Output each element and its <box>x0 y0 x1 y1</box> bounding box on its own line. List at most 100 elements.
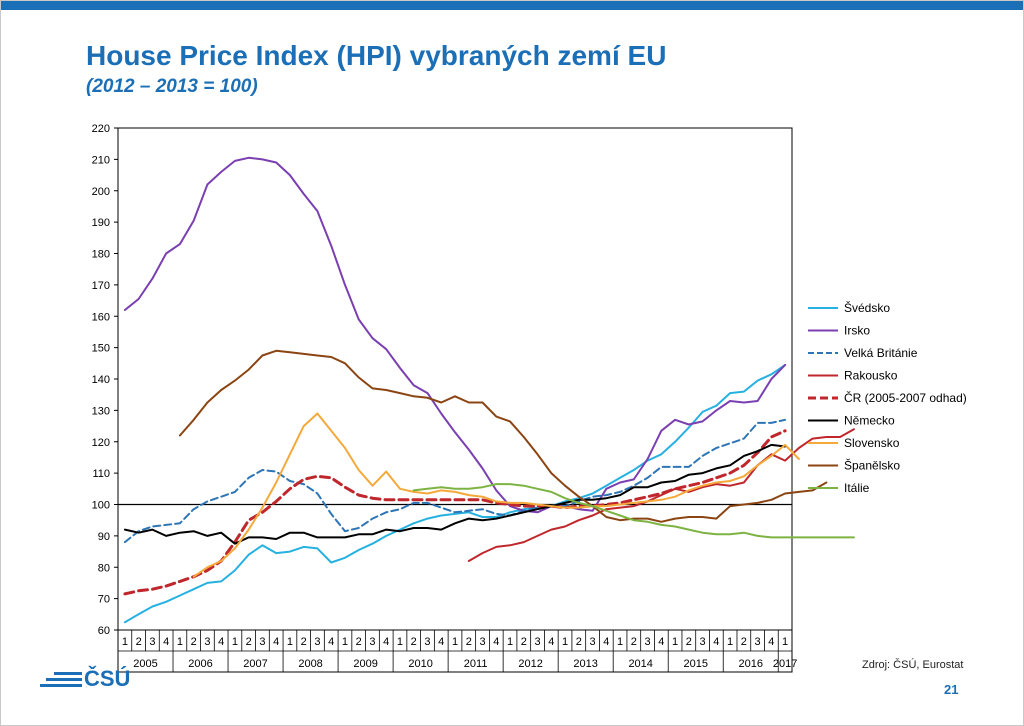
y-tick-label: 110 <box>92 468 110 480</box>
x-quarter-label: 4 <box>273 636 279 648</box>
y-tick-label: 130 <box>92 405 110 417</box>
slide-subtitle: (2012 – 2013 = 100) <box>86 76 258 97</box>
x-quarter-label: 3 <box>700 636 706 648</box>
x-quarter-label: 2 <box>631 636 637 648</box>
page-number: 21 <box>944 682 959 697</box>
x-quarter-label: 3 <box>424 636 430 648</box>
x-quarter-label: 3 <box>369 636 375 648</box>
y-tick-label: 90 <box>98 531 110 543</box>
y-tick-label: 70 <box>98 594 110 606</box>
x-quarter-label: 3 <box>645 636 651 648</box>
x-year-label: 2009 <box>353 658 377 670</box>
x-quarter-label: 1 <box>672 636 678 648</box>
x-year-label: 2010 <box>408 658 432 670</box>
series-line <box>123 363 787 624</box>
legend-label: Itálie <box>844 481 870 495</box>
legend-label: ČR (2005-2007 odhad) <box>844 390 967 405</box>
x-quarter-label: 4 <box>218 636 224 648</box>
top-accent-bar <box>0 0 1024 10</box>
logo-text: ČSÚ <box>84 666 131 691</box>
x-quarter-label: 1 <box>342 636 348 648</box>
x-year-label: 2005 <box>133 658 157 670</box>
x-quarter-label: 2 <box>246 636 252 648</box>
legend-label: Slovensko <box>844 436 900 450</box>
x-quarter-label: 2 <box>411 636 417 648</box>
series-line <box>412 483 855 539</box>
x-quarter-label: 2 <box>576 636 582 648</box>
x-quarter-label: 1 <box>232 636 238 648</box>
x-quarter-label: 3 <box>204 636 210 648</box>
y-tick-label: 220 <box>92 123 110 135</box>
y-tick-label: 200 <box>92 186 110 198</box>
x-quarter-label: 3 <box>259 636 265 648</box>
csu-logo: ČSÚ <box>40 666 140 696</box>
x-quarter-label: 3 <box>589 636 595 648</box>
x-quarter-label: 4 <box>548 636 554 648</box>
x-year-label: 2015 <box>683 658 707 670</box>
x-quarter-label: 1 <box>122 636 128 648</box>
x-quarter-label: 4 <box>603 636 609 648</box>
series-line <box>123 156 787 514</box>
x-quarter-label: 4 <box>493 636 499 648</box>
x-quarter-label: 2 <box>191 636 197 648</box>
x-quarter-label: 4 <box>658 636 664 648</box>
x-quarter-label: 2 <box>521 636 527 648</box>
x-quarter-label: 2 <box>356 636 362 648</box>
y-tick-label: 160 <box>92 311 110 323</box>
legend-label: Rakousko <box>844 369 898 383</box>
x-quarter-label: 1 <box>782 636 788 648</box>
x-quarter-label: 3 <box>149 636 155 648</box>
x-quarter-label: 1 <box>452 636 458 648</box>
y-tick-label: 190 <box>92 217 110 229</box>
y-tick-label: 60 <box>98 625 110 637</box>
logo-speed-lines <box>40 672 82 690</box>
y-tick-label: 100 <box>92 500 110 512</box>
legend-label: Velká Británie <box>844 346 918 360</box>
x-quarter-label: 1 <box>287 636 293 648</box>
y-tick-label: 120 <box>92 437 110 449</box>
x-quarter-label: 4 <box>768 636 774 648</box>
x-quarter-label: 1 <box>727 636 733 648</box>
x-quarter-label: 4 <box>713 636 719 648</box>
x-quarter-label: 1 <box>177 636 183 648</box>
x-year-label: 2007 <box>243 658 267 670</box>
x-year-label: 2017 <box>773 658 797 670</box>
chart-axes: 60 70 80 90 100 110 120 130 140 150 160 170 180 190 20… <box>92 123 797 673</box>
x-quarter-label: 3 <box>755 636 761 648</box>
legend-label: Španělsko <box>844 458 900 473</box>
x-quarter-label: 2 <box>301 636 307 648</box>
x-year-label: 2016 <box>738 658 762 670</box>
series-line <box>192 412 800 578</box>
x-quarter-label: 1 <box>617 636 623 648</box>
x-quarter-label: 3 <box>314 636 320 648</box>
x-quarter-label: 3 <box>479 636 485 648</box>
x-quarter-label: 2 <box>136 636 142 648</box>
x-quarter-label: 1 <box>562 636 568 648</box>
series-line <box>123 429 787 596</box>
x-quarter-label: 2 <box>686 636 692 648</box>
x-quarter-label: 4 <box>438 636 444 648</box>
x-year-label: 2008 <box>298 658 322 670</box>
x-quarter-label: 3 <box>534 636 540 648</box>
series-line <box>467 428 855 562</box>
y-tick-label: 150 <box>92 343 110 355</box>
plot-frame <box>117 127 793 673</box>
y-tick-label: 140 <box>92 374 110 386</box>
x-quarter-label: 4 <box>163 636 169 648</box>
x-quarter-label: 2 <box>741 636 747 648</box>
legend-label: Německo <box>844 414 895 428</box>
series-line <box>178 349 828 523</box>
x-year-label: 2011 <box>464 658 488 670</box>
x-quarter-label: 4 <box>383 636 389 648</box>
chart-series-lines <box>123 156 855 624</box>
x-quarter-label: 1 <box>507 636 513 648</box>
slide-title: House Price Index (HPI) vybraných zemí E… <box>86 40 667 71</box>
x-year-label: 2014 <box>628 658 652 670</box>
y-tick-label: 180 <box>92 249 110 261</box>
x-year-label: 2013 <box>573 658 597 670</box>
source-note: Zdroj: ČSÚ, Eurostat <box>862 659 964 671</box>
y-tick-label: 80 <box>98 562 110 574</box>
series-line <box>123 443 787 545</box>
x-year-label: 2012 <box>518 658 542 670</box>
